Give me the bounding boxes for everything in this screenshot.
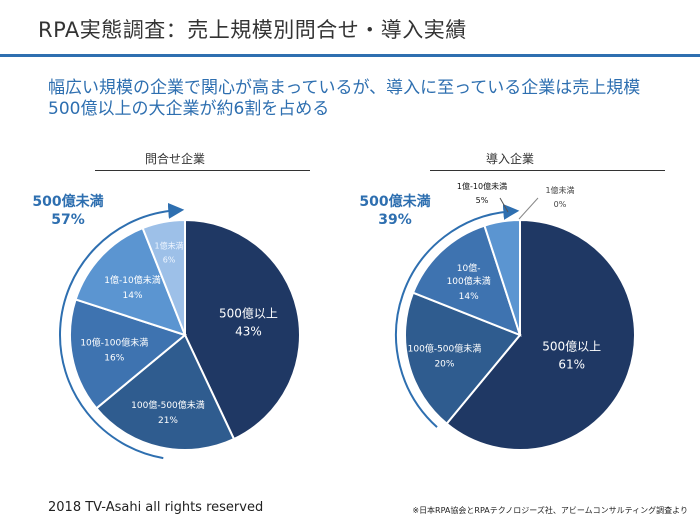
pie-right-leader-3 bbox=[499, 197, 509, 213]
pie-left-slice-4 bbox=[141, 218, 186, 336]
pie-right-title-rule bbox=[430, 170, 665, 171]
pie-left-slice-0 bbox=[184, 218, 301, 441]
pie-right-value-1: 20% bbox=[434, 359, 454, 369]
pie-left-label-0: 500億以上 bbox=[219, 307, 278, 321]
pie-left-label-2: 10億-100億未満 bbox=[80, 337, 148, 349]
right-highlight-name: 500億未満 bbox=[359, 194, 431, 210]
pie-left-label-3: 1億-10億未満 bbox=[104, 274, 160, 286]
pie-right-label-3: 1億-10億未満 bbox=[457, 181, 507, 191]
page-title: RPA実態調査：売上規模別問合せ・導入実績 bbox=[38, 18, 467, 42]
pie-left-arrow bbox=[59, 202, 185, 460]
pie-right-value-4: 0% bbox=[554, 200, 567, 209]
pie-left-title: 問合せ企業 bbox=[144, 152, 205, 166]
pie-right-value-0: 61% bbox=[558, 357, 585, 371]
pie-left-slice-1 bbox=[94, 333, 236, 451]
pie-left-value-1: 21% bbox=[158, 416, 178, 426]
left-highlight-label: 500億未満 57% bbox=[18, 193, 118, 229]
title-divider bbox=[0, 54, 700, 57]
right-highlight-value: 39% bbox=[378, 212, 412, 228]
footer-copyright: 2018 TV-Asahi all rights reserved bbox=[48, 500, 264, 515]
right-highlight-label: 500億未満 39% bbox=[345, 193, 445, 229]
pie-right-label-0: 500億以上 bbox=[542, 339, 601, 353]
pie-right-label-4: 1億未満 bbox=[545, 185, 574, 195]
pie-right-value-3: 5% bbox=[476, 196, 489, 205]
pie-left-value-3: 14% bbox=[123, 291, 143, 301]
pie-left-value-0: 43% bbox=[235, 325, 262, 339]
slide-subtitle: 幅広い規模の企業で関心が高まっているが、導入に至っている企業は売上規模500億以… bbox=[48, 78, 641, 119]
pie-right-label-2-0: 10億- bbox=[457, 262, 481, 274]
pie-right-leader-4 bbox=[518, 197, 539, 220]
pie-right-title: 導入企業 bbox=[485, 152, 534, 166]
pie-left-label-4: 1億未満 bbox=[155, 241, 184, 251]
pie-right-label-2-1: 100億未満 bbox=[447, 275, 491, 287]
pie-left-slice-3 bbox=[74, 226, 187, 337]
pie-right-label-1: 100億-500億未満 bbox=[408, 342, 482, 354]
left-highlight-value: 57% bbox=[51, 212, 85, 228]
footer-source: ※日本RPA協会とRPAテクノロジーズ社、アビームコンサルティング調査より bbox=[412, 506, 688, 515]
pie-right-slice-3 bbox=[483, 218, 521, 336]
pie-right-slice-1 bbox=[404, 291, 522, 426]
pie-right-slice-0 bbox=[445, 218, 636, 451]
pie-right-value-2: 14% bbox=[459, 292, 479, 302]
pie-left-value-4: 6% bbox=[163, 256, 176, 265]
pie-left-label-1: 100億-500億未満 bbox=[131, 399, 205, 411]
pie-left-title-rule bbox=[95, 170, 310, 171]
pie-right-arrow bbox=[395, 203, 520, 428]
left-highlight-name: 500億未満 bbox=[32, 194, 104, 210]
pie-left-value-2: 16% bbox=[104, 354, 124, 364]
